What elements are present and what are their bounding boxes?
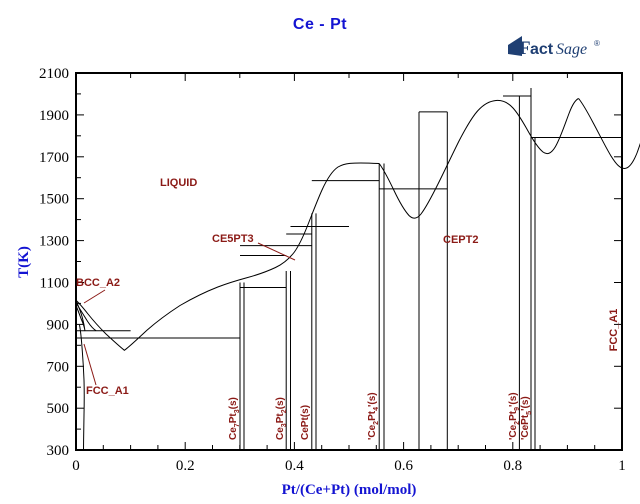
leader-fcc-a1: [83, 343, 97, 386]
region-label-fcc-a1-left: FCC_A1: [86, 385, 129, 397]
x-tick-label: 0.8: [503, 458, 522, 474]
svg-text:®: ®: [594, 39, 600, 48]
label-leader-lines: [83, 242, 296, 386]
y-tick-label: 900: [47, 317, 70, 333]
ce-fcc-lower-boundary: [79, 324, 85, 451]
y-tick-label: 1900: [39, 108, 69, 124]
x-axis-ticks: [75, 73, 623, 450]
y-axis-title: T(K): [16, 246, 32, 278]
x-tick-label: 0: [72, 458, 80, 474]
region-label-ce5pt3: CE5PT3: [212, 233, 254, 245]
x-tick-label: 1: [618, 458, 626, 474]
y-axis-tick-labels: 2100 1900 1700 1500 1300 1100 900 700 50…: [39, 66, 69, 459]
factsage-logo: F act Sage ®: [508, 36, 600, 59]
region-label-cept2: CEPT2: [443, 234, 478, 246]
svg-text:act: act: [530, 41, 554, 58]
leader-bcc-a2: [83, 289, 106, 304]
plot-frame: [75, 72, 623, 451]
x-tick-label: 0.6: [394, 458, 413, 474]
region-label-liquid: LIQUID: [160, 177, 197, 189]
y-tick-label: 1700: [39, 150, 69, 166]
x-tick-label: 0.2: [176, 458, 195, 474]
compound-label-cept: CePt(s): [300, 405, 311, 440]
compound-label-cept5: 'CePt5'(s): [520, 396, 533, 440]
y-tick-label: 2100: [39, 66, 69, 82]
y-tick-label: 300: [47, 443, 70, 459]
svg-text:Sage: Sage: [556, 41, 587, 58]
y-tick-label: 1500: [39, 192, 69, 208]
page-title: Ce - Pt: [292, 16, 348, 33]
y-tick-label: 1300: [39, 234, 69, 250]
y-tick-label: 1100: [40, 276, 69, 292]
compound-label-ce2pt9: 'Ce2Pt9'(s): [508, 392, 521, 440]
leader-ce5pt3: [257, 242, 296, 261]
y-tick-label: 500: [47, 401, 70, 417]
x-tick-label: 0.4: [285, 458, 304, 474]
phase-boundaries: [75, 88, 640, 451]
region-label-bcc-a2: BCC_A2: [76, 277, 120, 289]
ce-solvus-boundary: [75, 302, 97, 332]
compound-labels: Ce7Pt3(s) Ce3Pt2(s) CePt(s) 'Ce2Pt4'(s) …: [228, 392, 533, 440]
y-axis-ticks: [76, 72, 622, 451]
liquidus-right-curve: [578, 98, 640, 170]
compound-label-ce7pt3: Ce7Pt3(s): [228, 397, 241, 440]
liquidus-left-curve: [75, 162, 380, 351]
compound-label-ce3pt2: Ce3Pt2(s): [275, 397, 288, 440]
liquidus-mid-curve: [378, 98, 579, 219]
svg-text:F: F: [519, 38, 531, 59]
x-axis-tick-labels: 0 0.2 0.4 0.6 0.8 1: [72, 458, 626, 474]
compound-label-ce2pt4: 'Ce2Pt4'(s): [367, 392, 380, 440]
y-tick-label: 700: [47, 359, 70, 375]
region-label-fcc-a1-right: FCC_A1: [608, 309, 620, 352]
x-axis-title: Pt/(Ce+Pt) (mol/mol): [282, 482, 417, 498]
